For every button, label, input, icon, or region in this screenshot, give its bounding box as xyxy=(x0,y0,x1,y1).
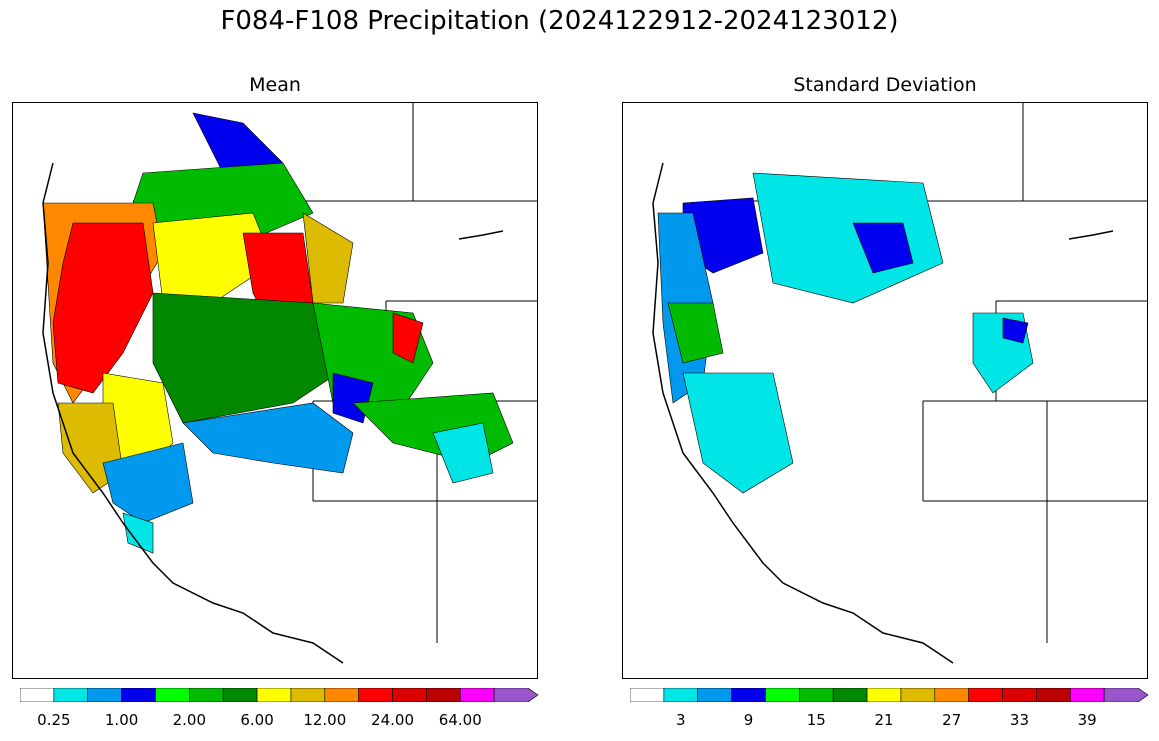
colorbar-segment xyxy=(731,688,766,702)
precip-regions-mean xyxy=(42,112,514,554)
map-mean-svg xyxy=(42,103,537,664)
colorbar-segment xyxy=(663,688,699,702)
colorbar-segment xyxy=(900,688,936,702)
region-cyan-ca xyxy=(122,512,154,554)
std-blue-wy xyxy=(1002,317,1029,344)
colorbar-segment xyxy=(493,688,539,702)
colorbar-segment xyxy=(290,688,326,702)
map-std xyxy=(622,102,1148,679)
colorbar-segment xyxy=(934,688,969,702)
colorbar-segment xyxy=(799,688,834,702)
coastline-std xyxy=(652,162,954,664)
colorbar-segment xyxy=(832,688,868,702)
colorbar-segment xyxy=(1103,688,1149,702)
std-cyan-south xyxy=(682,372,794,494)
coastline xyxy=(42,162,344,664)
region-red-coast xyxy=(52,222,154,394)
colorbar-tick-label: 0.25 xyxy=(37,711,71,729)
colorbar-tick-label: 1.00 xyxy=(104,711,139,729)
colorbar-std xyxy=(630,688,1149,702)
colorbar-tick-label: 3 xyxy=(676,711,686,729)
colorbar-tick-label: 15 xyxy=(806,711,826,729)
region-yellow-mid xyxy=(152,212,274,304)
colorbar-segment xyxy=(358,688,393,702)
colorbar-segment xyxy=(20,688,55,702)
colorbar-tick-label: 9 xyxy=(743,711,754,729)
region-blue-ut xyxy=(182,402,354,474)
lake-shape-std xyxy=(1068,230,1114,240)
colorbar-segment xyxy=(189,688,224,702)
panel-title-mean: Mean xyxy=(249,74,301,96)
colorbar-tick-label: 27 xyxy=(942,711,962,729)
colorbar-segment xyxy=(392,688,427,702)
panel-title-std: Standard Deviation xyxy=(793,74,977,96)
colorbar-tick-label: 21 xyxy=(874,711,894,729)
lake-michigan-shape xyxy=(458,230,504,240)
region-blue-ca xyxy=(102,442,194,524)
region-cyan-co xyxy=(432,422,494,484)
colorbar-segment xyxy=(256,688,292,702)
map-std-svg xyxy=(652,103,1147,664)
region-red-wy xyxy=(392,312,424,364)
state-borders-std xyxy=(743,103,1147,643)
colorbar-segment xyxy=(630,688,665,702)
colorbar-segment xyxy=(765,688,800,702)
colorbar-segment xyxy=(697,688,732,702)
colorbar-tick-label: 24.00 xyxy=(371,711,415,729)
colorbar-segment xyxy=(866,688,902,702)
colorbar-segment xyxy=(968,688,1003,702)
colorbar-tick-label: 2.00 xyxy=(172,711,207,729)
colorbar-segment xyxy=(53,688,89,702)
colorbar-segment xyxy=(87,688,122,702)
colorbar-segment xyxy=(1002,688,1037,702)
std-cyan-north xyxy=(752,172,944,304)
colorbar-tick-label: 12.00 xyxy=(303,711,347,729)
map-mean xyxy=(12,102,538,679)
colorbar-tick-label: 64.00 xyxy=(438,711,482,729)
region-gold-mt xyxy=(302,212,354,304)
colorbar-segment xyxy=(426,688,461,702)
colorbar-segment xyxy=(324,688,359,702)
colorbar-segment xyxy=(222,688,258,702)
colorbar-tick-label: 39 xyxy=(1077,711,1097,729)
colorbar-segment xyxy=(1036,688,1071,702)
std-blue-idaho xyxy=(852,222,914,274)
colorbar-segment xyxy=(459,688,495,702)
std-green-or xyxy=(667,302,724,364)
colorbar-segment xyxy=(121,688,156,702)
colorbar-tick-label: 33 xyxy=(1009,711,1029,729)
colorbar-tick-label: 6.00 xyxy=(240,711,274,729)
std-regions xyxy=(657,172,1034,494)
colorbar-segment xyxy=(155,688,190,702)
colorbar-mean xyxy=(20,688,539,702)
figure-title: F084-F108 Precipitation (2024122912-2024… xyxy=(220,6,899,36)
colorbar-segment xyxy=(1069,688,1105,702)
